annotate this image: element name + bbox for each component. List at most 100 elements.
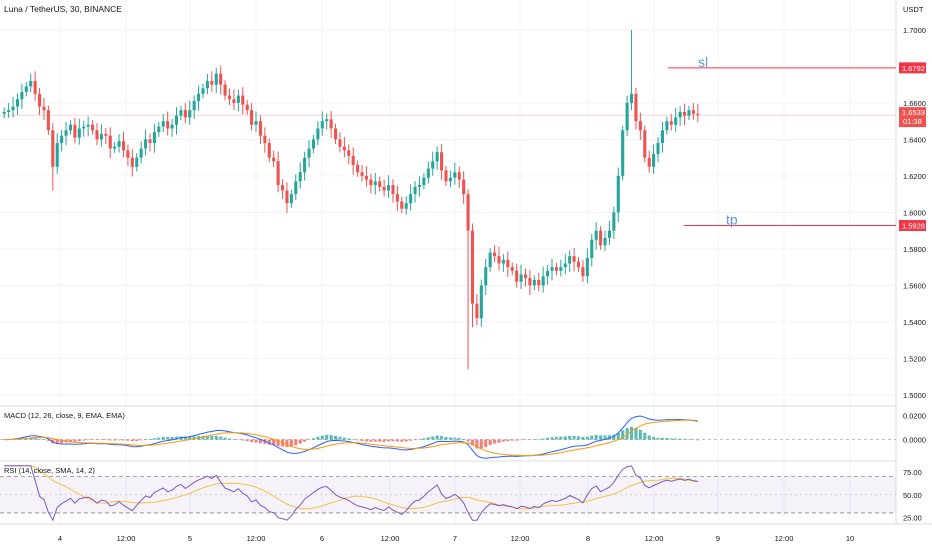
macd-bar bbox=[572, 435, 576, 440]
candle-body bbox=[506, 259, 510, 268]
macd-bar bbox=[135, 439, 139, 442]
candle-body bbox=[678, 112, 682, 118]
candle-body bbox=[219, 73, 223, 85]
level-lines[interactable]: sl 1.6792 tp 1.5928 bbox=[668, 54, 926, 232]
candle-body bbox=[144, 139, 148, 149]
price-tick-label: 1.5000 bbox=[903, 391, 926, 400]
time-tick-label: 4 bbox=[58, 534, 62, 543]
macd-bar bbox=[669, 438, 673, 440]
macd-bar bbox=[188, 436, 192, 440]
macd-bar bbox=[674, 438, 678, 440]
candle-body bbox=[590, 239, 594, 259]
candle-body bbox=[501, 259, 505, 264]
macd-bar bbox=[91, 439, 95, 441]
macd-bar bbox=[73, 439, 77, 442]
macd-bar bbox=[621, 430, 625, 440]
candle-body bbox=[550, 267, 554, 271]
macd-bar bbox=[462, 439, 466, 440]
price-tick-label: 1.5400 bbox=[903, 318, 926, 327]
macd-bar bbox=[174, 436, 179, 440]
candle-body bbox=[51, 130, 55, 167]
candle-body bbox=[325, 119, 329, 122]
price-tick-label: 1.6600 bbox=[903, 99, 926, 108]
macd-bar bbox=[126, 439, 130, 441]
candle-body bbox=[82, 126, 86, 129]
macd-bar bbox=[130, 439, 134, 442]
candle-body bbox=[616, 175, 620, 213]
candle-body bbox=[669, 121, 673, 125]
time-axis[interactable]: 4 12:00 5 12:00 6 12:00 7 12:00 8 12:00 9 12:00 10 bbox=[58, 534, 854, 543]
candle-body bbox=[674, 117, 678, 125]
candle-body bbox=[210, 80, 214, 85]
candle-body bbox=[166, 121, 170, 129]
candle-body bbox=[603, 237, 607, 246]
macd-bar bbox=[258, 439, 262, 444]
candle-body bbox=[276, 161, 280, 186]
level-annotation-sl: sl bbox=[698, 54, 708, 70]
candle-body bbox=[15, 99, 20, 107]
macd-bar bbox=[431, 436, 435, 440]
candle-body bbox=[682, 112, 687, 116]
candle-body bbox=[77, 128, 81, 138]
macd-bar bbox=[523, 439, 528, 441]
macd-bar bbox=[148, 439, 152, 440]
macd-bar bbox=[541, 438, 545, 440]
macd-bar bbox=[227, 438, 232, 440]
candle-body bbox=[227, 95, 232, 100]
macd-bar bbox=[479, 439, 483, 449]
countdown-label: 01:38 bbox=[903, 117, 922, 126]
macd-bar bbox=[475, 439, 479, 449]
candle-body bbox=[104, 133, 108, 136]
candle-body bbox=[510, 267, 514, 271]
macd-bar bbox=[590, 435, 594, 440]
candle-body bbox=[523, 274, 528, 279]
macd-bar bbox=[488, 439, 492, 446]
level-annotation-tp: tp bbox=[726, 212, 738, 228]
level-badge-tp bbox=[899, 220, 926, 232]
macd-bar bbox=[303, 439, 307, 442]
candle-body bbox=[607, 230, 611, 238]
candle-body bbox=[568, 256, 572, 264]
candle-body bbox=[594, 230, 598, 240]
candle-body bbox=[289, 194, 293, 204]
candle-body bbox=[152, 132, 156, 144]
candle-body bbox=[576, 261, 581, 268]
macd-bar bbox=[387, 439, 391, 442]
time-tick-label: 12:00 bbox=[645, 534, 664, 543]
macd-tick-label: 0.0200 bbox=[903, 411, 926, 420]
candle-body bbox=[294, 181, 298, 195]
time-tick-label: 12:00 bbox=[775, 534, 794, 543]
candle-body bbox=[515, 270, 519, 282]
macd-bar bbox=[585, 436, 589, 440]
candle-body bbox=[629, 93, 634, 103]
macd-line bbox=[4, 415, 698, 459]
time-tick-label: 5 bbox=[188, 534, 192, 543]
macd-bar bbox=[466, 439, 470, 442]
candle-body bbox=[435, 152, 439, 162]
candle-body bbox=[638, 121, 642, 131]
candle-body bbox=[55, 143, 59, 167]
macd-bar bbox=[351, 439, 355, 440]
macd-bar bbox=[152, 438, 156, 440]
candle-body bbox=[687, 110, 691, 116]
candle-body bbox=[157, 126, 161, 133]
candle-body bbox=[479, 285, 483, 319]
candle-body bbox=[546, 270, 550, 277]
macd-bar bbox=[594, 435, 598, 440]
macd-bar bbox=[144, 439, 148, 440]
candle-body bbox=[634, 93, 638, 122]
price-tick-label: 1.6400 bbox=[903, 135, 926, 144]
rsi-tick-label: 75.00 bbox=[903, 468, 922, 477]
macd-bar bbox=[382, 439, 386, 442]
price-axis[interactable]: 1.5000 1.5200 1.5400 1.5600 1.5800 1.6000 1.62… bbox=[903, 26, 926, 400]
candle-body bbox=[612, 212, 616, 231]
macd-bar bbox=[360, 439, 364, 441]
macd-bar bbox=[435, 435, 439, 440]
candle-body bbox=[232, 99, 236, 103]
macd-bar bbox=[104, 439, 108, 441]
candle-body bbox=[192, 101, 196, 111]
candle-body bbox=[484, 267, 488, 286]
macd-bar bbox=[634, 427, 638, 440]
time-tick-label: 7 bbox=[453, 534, 457, 543]
